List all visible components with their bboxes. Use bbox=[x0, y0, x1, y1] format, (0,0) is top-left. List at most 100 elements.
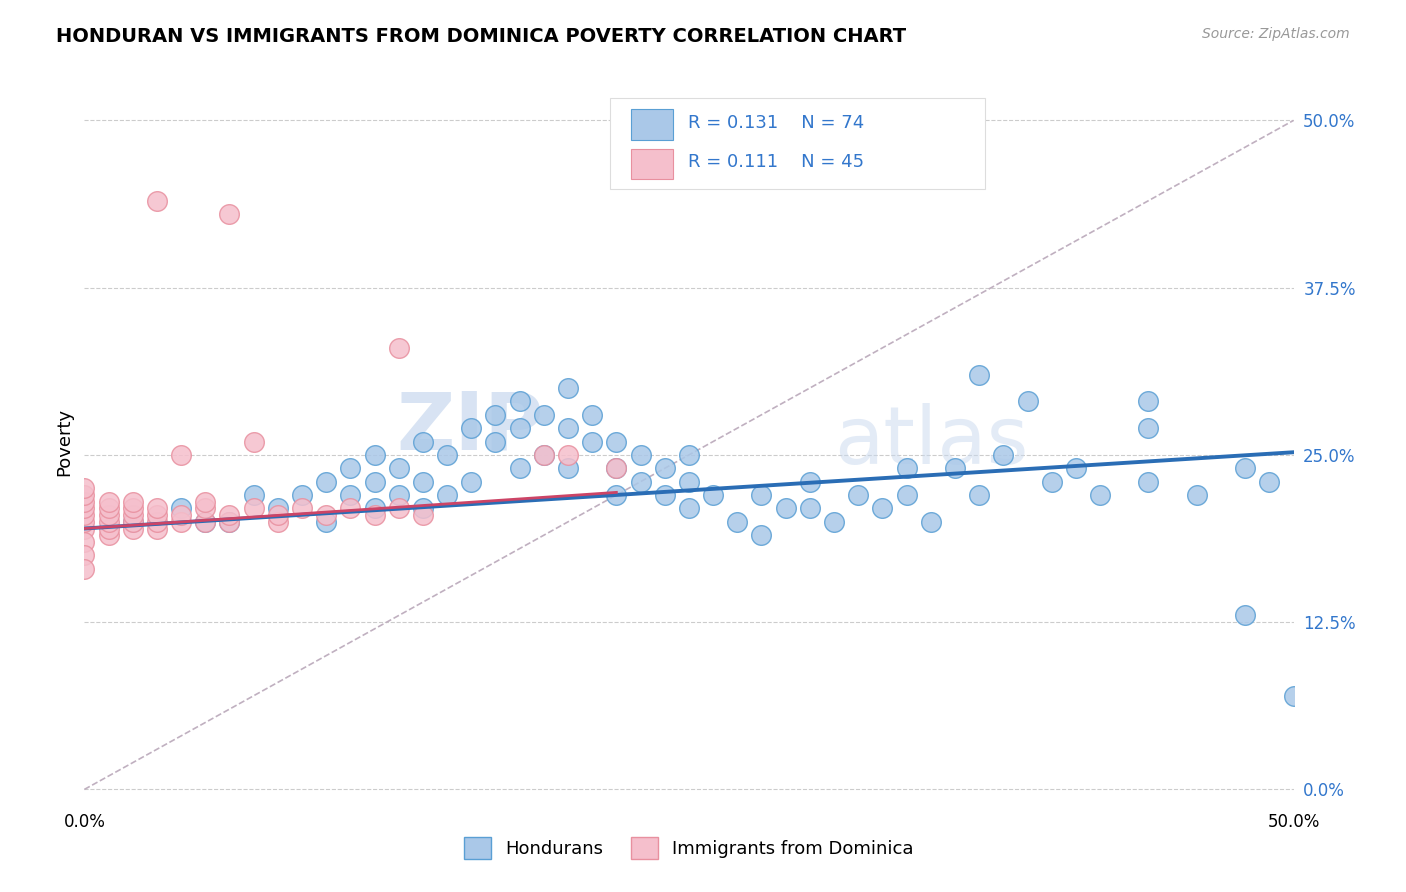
Point bbox=[242, 501, 264, 516]
Y-axis label: Poverty: Poverty bbox=[55, 408, 73, 475]
Point bbox=[194, 515, 217, 529]
Point bbox=[1088, 488, 1111, 502]
Point bbox=[896, 488, 918, 502]
Point bbox=[605, 461, 627, 475]
Text: atlas: atlas bbox=[834, 402, 1028, 481]
Point bbox=[533, 448, 555, 462]
Point bbox=[1017, 394, 1039, 409]
Text: Source: ZipAtlas.com: Source: ZipAtlas.com bbox=[1202, 27, 1350, 41]
Point bbox=[557, 381, 579, 395]
Point bbox=[509, 461, 531, 475]
Point bbox=[967, 368, 990, 382]
Point bbox=[73, 488, 96, 502]
Point bbox=[339, 501, 361, 516]
Point bbox=[121, 521, 143, 535]
Point bbox=[267, 508, 290, 523]
FancyBboxPatch shape bbox=[631, 109, 673, 139]
Point bbox=[799, 475, 821, 489]
Point bbox=[146, 521, 169, 535]
Point bbox=[1137, 475, 1160, 489]
Point bbox=[533, 408, 555, 422]
Point bbox=[581, 434, 603, 449]
Point bbox=[218, 515, 240, 529]
Point bbox=[315, 508, 337, 523]
Point bbox=[121, 501, 143, 516]
Point bbox=[967, 488, 990, 502]
Point bbox=[823, 515, 845, 529]
Point bbox=[194, 515, 217, 529]
Point bbox=[436, 488, 458, 502]
Point bbox=[1234, 608, 1257, 623]
Point bbox=[654, 461, 676, 475]
Point bbox=[581, 408, 603, 422]
Point bbox=[97, 515, 120, 529]
Point bbox=[388, 501, 411, 516]
Point bbox=[170, 501, 193, 516]
Point bbox=[872, 501, 894, 516]
Point bbox=[97, 508, 120, 523]
Point bbox=[436, 448, 458, 462]
Point bbox=[725, 515, 748, 529]
Point bbox=[605, 488, 627, 502]
Text: ZIP: ZIP bbox=[396, 388, 544, 467]
Point bbox=[194, 501, 217, 516]
Point bbox=[73, 508, 96, 523]
Point bbox=[121, 494, 143, 508]
Point bbox=[412, 434, 434, 449]
Point bbox=[170, 448, 193, 462]
Point bbox=[605, 434, 627, 449]
Point bbox=[630, 448, 652, 462]
Point bbox=[218, 515, 240, 529]
Point bbox=[146, 501, 169, 516]
Point bbox=[242, 488, 264, 502]
Point bbox=[654, 488, 676, 502]
FancyBboxPatch shape bbox=[610, 98, 986, 189]
Point bbox=[775, 501, 797, 516]
Point bbox=[97, 494, 120, 508]
Point bbox=[73, 548, 96, 563]
Point bbox=[146, 515, 169, 529]
Point bbox=[1064, 461, 1087, 475]
Point bbox=[751, 528, 773, 542]
Point bbox=[363, 508, 385, 523]
Point bbox=[121, 508, 143, 523]
Point bbox=[170, 508, 193, 523]
Point bbox=[557, 448, 579, 462]
Point bbox=[291, 488, 314, 502]
Point bbox=[73, 501, 96, 516]
Point bbox=[73, 521, 96, 535]
Point bbox=[388, 488, 411, 502]
Point bbox=[218, 508, 240, 523]
Point bbox=[1040, 475, 1063, 489]
Point bbox=[509, 421, 531, 435]
Point bbox=[146, 508, 169, 523]
Point bbox=[339, 488, 361, 502]
Point bbox=[509, 394, 531, 409]
Point bbox=[267, 515, 290, 529]
FancyBboxPatch shape bbox=[631, 149, 673, 179]
Point bbox=[97, 521, 120, 535]
Point bbox=[218, 207, 240, 221]
Point bbox=[678, 448, 700, 462]
Point bbox=[1185, 488, 1208, 502]
Point bbox=[146, 194, 169, 208]
Point bbox=[121, 515, 143, 529]
Point bbox=[484, 434, 506, 449]
Point bbox=[557, 461, 579, 475]
Point bbox=[678, 501, 700, 516]
Point bbox=[751, 488, 773, 502]
Text: HONDURAN VS IMMIGRANTS FROM DOMINICA POVERTY CORRELATION CHART: HONDURAN VS IMMIGRANTS FROM DOMINICA POV… bbox=[56, 27, 907, 45]
Point bbox=[412, 475, 434, 489]
Point bbox=[73, 562, 96, 576]
Point bbox=[73, 515, 96, 529]
Point bbox=[1282, 689, 1305, 703]
Point bbox=[363, 475, 385, 489]
Point bbox=[896, 461, 918, 475]
Text: R = 0.111    N = 45: R = 0.111 N = 45 bbox=[688, 153, 863, 171]
Point bbox=[267, 501, 290, 516]
Point bbox=[846, 488, 869, 502]
Point bbox=[484, 408, 506, 422]
Point bbox=[1137, 394, 1160, 409]
Point bbox=[97, 501, 120, 516]
Point bbox=[412, 508, 434, 523]
